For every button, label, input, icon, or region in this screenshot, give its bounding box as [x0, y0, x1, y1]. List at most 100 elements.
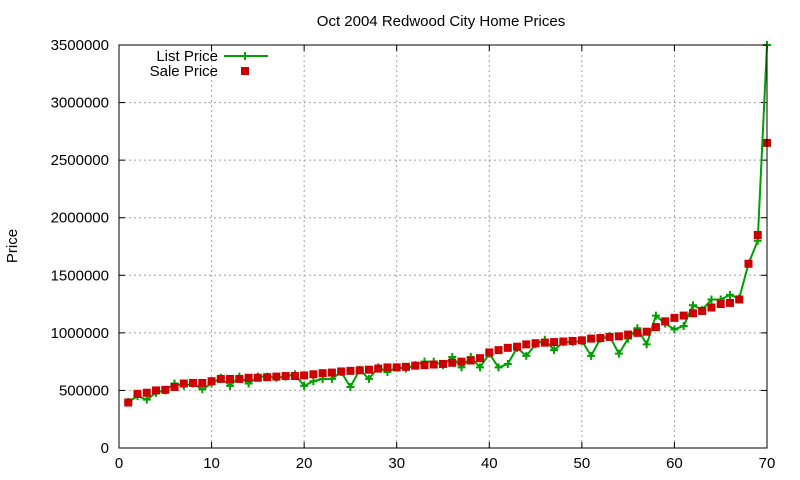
- sale-price-point: [466, 356, 475, 365]
- sale-price-point: [392, 363, 401, 372]
- sale-price-point: [226, 374, 235, 383]
- y-tick-label: 1500000: [51, 267, 109, 284]
- y-axis-label: Price: [4, 229, 21, 263]
- x-tick-label: 50: [574, 455, 591, 472]
- list-price-point: [550, 346, 559, 355]
- x-tick-label: 70: [759, 455, 776, 472]
- sale-price-point: [522, 340, 531, 349]
- sale-price-point: [531, 339, 540, 348]
- sale-price-point: [383, 363, 392, 372]
- y-tick-label: 2000000: [51, 210, 109, 227]
- sale-price-point: [439, 359, 447, 368]
- legend-marker-sale-price: [241, 67, 249, 75]
- sale-price-point: [290, 372, 299, 381]
- sale-price-point: [411, 361, 420, 370]
- sale-price-point: [364, 365, 373, 374]
- sale-price-point: [476, 354, 485, 363]
- list-price-point: [309, 377, 318, 386]
- sale-price-point: [670, 313, 679, 322]
- x-tick-label: 30: [388, 455, 405, 472]
- y-tick-label: 0: [101, 440, 109, 457]
- sale-price-point: [587, 334, 596, 343]
- x-tick-label: 20: [296, 455, 313, 472]
- sale-price-point: [235, 374, 244, 383]
- list-price-point: [522, 351, 531, 360]
- list-price-point: [364, 374, 373, 383]
- sale-price-point: [300, 371, 309, 380]
- y-tick-label: 500000: [59, 382, 109, 399]
- list-price-line: [127, 44, 768, 403]
- sale-price-point: [337, 367, 346, 376]
- sale-price-point: [503, 343, 512, 352]
- legend: List Price Sale Price: [150, 48, 268, 80]
- sale-price-point: [744, 259, 753, 268]
- chart-title: Oct 2004 Redwood City Home Prices: [317, 13, 565, 30]
- x-tick-label: 40: [481, 455, 498, 472]
- list-price-point: [587, 351, 596, 360]
- list-price-point: [614, 349, 623, 358]
- sale-price-point: [651, 323, 660, 332]
- sale-price-point: [327, 368, 336, 377]
- list-price-point: [679, 321, 688, 330]
- grid-layer: [119, 45, 767, 448]
- sale-price-point: [309, 370, 318, 379]
- sale-price-point: [189, 378, 198, 387]
- list-price-point: [226, 381, 235, 390]
- legend-marker-list-price: [241, 52, 249, 60]
- sale-price-point: [281, 372, 290, 381]
- y-tick-label: 1000000: [51, 325, 109, 342]
- x-tick-label: 10: [203, 455, 220, 472]
- sale-price-point: [355, 366, 364, 375]
- list-price-point: [707, 295, 716, 304]
- x-tick-label: 0: [115, 455, 123, 472]
- y-tick-label: 3000000: [51, 95, 109, 112]
- sale-price-point: [429, 360, 438, 369]
- sale-price-point: [485, 348, 494, 357]
- sale-price-point: [633, 328, 642, 337]
- sale-price-point: [374, 364, 383, 373]
- list-price-point: [670, 325, 679, 334]
- sale-price-point: [577, 336, 586, 345]
- legend-label-sale-price: Sale Price: [150, 63, 218, 80]
- sale-price-point: [420, 361, 429, 370]
- sale-price-point: [253, 373, 262, 382]
- sale-price-point: [707, 303, 716, 312]
- sale-price-point: [216, 374, 225, 383]
- sale-price-point: [679, 311, 688, 320]
- list-price-point: [725, 290, 734, 299]
- sale-price-point: [198, 378, 207, 387]
- sale-price-point: [716, 300, 725, 309]
- sale-price-point: [263, 373, 272, 382]
- list-price-point: [494, 363, 503, 372]
- sale-price-point: [559, 337, 568, 346]
- sale-price-point: [568, 336, 577, 345]
- sale-price-point: [272, 372, 281, 381]
- sale-price-point: [614, 332, 623, 341]
- y-tick-label: 2500000: [51, 152, 109, 169]
- plot-frame: [118, 44, 768, 449]
- sale-price-point: [448, 358, 457, 367]
- sale-price-point: [244, 373, 253, 382]
- sale-price-point: [550, 338, 559, 347]
- legend-label-list-price: List Price: [156, 48, 218, 65]
- sale-price-point: [133, 389, 142, 398]
- sale-price-point: [605, 332, 614, 341]
- sale-price-point: [142, 388, 151, 397]
- list-price-point: [476, 363, 485, 372]
- sale-price-point: [725, 298, 734, 307]
- x-tick-label: 60: [666, 455, 683, 472]
- sale-price-point: [624, 330, 633, 339]
- sale-price-point: [596, 334, 605, 343]
- sale-price-point: [346, 366, 355, 375]
- sale-price-point: [661, 317, 670, 326]
- sale-price-point: [540, 338, 549, 347]
- list-price-point: [503, 359, 512, 368]
- sale-price-point: [494, 346, 503, 355]
- sale-price-point: [698, 306, 707, 315]
- sale-price-point: [513, 342, 522, 351]
- sale-price-point: [170, 382, 179, 391]
- sale-price-point: [152, 386, 161, 395]
- sale-price-point: [318, 369, 327, 378]
- list-price-point: [642, 340, 651, 349]
